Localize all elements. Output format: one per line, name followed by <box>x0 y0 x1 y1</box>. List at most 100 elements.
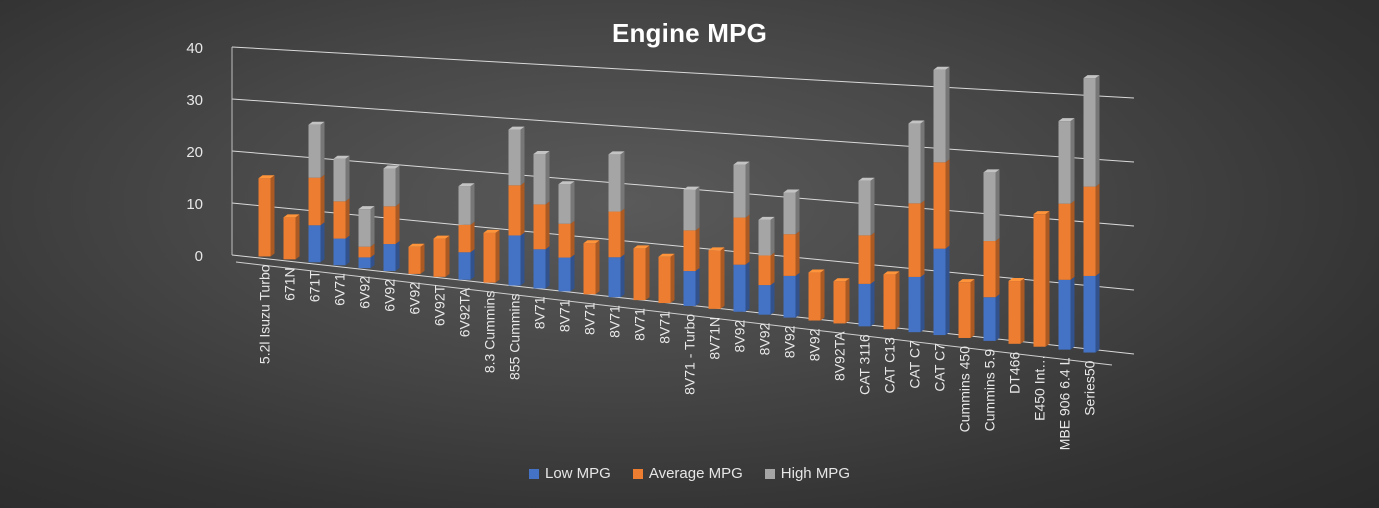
bar-side <box>795 272 800 318</box>
bar-side <box>370 243 375 258</box>
bar-segment <box>758 285 771 315</box>
bar-side <box>670 253 675 304</box>
bar-side <box>1070 200 1075 280</box>
bar-side <box>620 151 625 212</box>
bar-segment <box>408 246 421 274</box>
x-tick-label: 6V92 <box>407 282 423 315</box>
x-tick-label: Series50 <box>1082 360 1098 415</box>
x-tick-label: 8V92 <box>807 328 823 361</box>
legend-item: High MPG <box>764 465 850 482</box>
x-tick-label: 8V71 <box>582 302 598 335</box>
bar-segment <box>333 238 346 266</box>
x-tick-label: 6V92 <box>357 276 373 309</box>
bar-segment <box>683 189 696 231</box>
bar-top <box>1033 211 1050 215</box>
gridline <box>231 98 1135 163</box>
x-tick-label: 671N <box>282 267 298 300</box>
x-tick-label: Cummins 450 <box>957 346 973 433</box>
bar-top <box>1008 278 1025 282</box>
x-tick-label: 8V92 <box>732 320 748 353</box>
bar-side <box>845 278 850 324</box>
bar-side <box>995 238 1000 298</box>
x-tick-label: 8V71N <box>707 317 723 360</box>
bar-top <box>283 214 300 218</box>
bar-side <box>995 294 1000 341</box>
bar-side <box>920 273 925 333</box>
bar-side <box>520 182 525 236</box>
bar-side <box>1070 118 1075 204</box>
bar-segment <box>1008 281 1021 344</box>
bar-top <box>483 229 500 233</box>
bar-side <box>970 279 975 338</box>
x-tick-label: CAT C7 <box>907 340 923 389</box>
x-tick-label: 6V71 <box>332 273 348 306</box>
bar-side <box>1095 75 1100 187</box>
bar-segment <box>858 235 871 284</box>
bar-top <box>458 183 475 187</box>
x-tick-label: 8.3 Cummins <box>482 291 498 373</box>
bar-side <box>920 200 925 277</box>
bar-side <box>945 159 950 249</box>
bar-side <box>795 231 800 276</box>
bar-side <box>1095 272 1100 353</box>
bar-segment <box>1083 78 1096 187</box>
bar-segment <box>983 241 996 298</box>
bar-side <box>1070 276 1075 350</box>
x-tick-label: MBE 906 6.4 L <box>1057 357 1073 450</box>
bar-side <box>795 189 800 235</box>
legend-label: Low MPG <box>545 465 611 482</box>
bar-side <box>470 183 475 225</box>
bar-side <box>495 229 500 283</box>
y-tick-label: 40 <box>186 40 203 57</box>
bar-side <box>620 208 625 258</box>
bar-top <box>658 253 675 257</box>
bar-segment <box>358 246 371 258</box>
bar-top <box>433 235 450 239</box>
bar-segment <box>358 257 371 269</box>
bar-segment <box>933 69 946 163</box>
bar-top <box>608 151 625 155</box>
bar-side <box>420 243 425 274</box>
bar-side <box>445 235 450 277</box>
x-tick-label: E450 Int… <box>1032 355 1048 421</box>
bar-side <box>770 216 775 256</box>
bar-side <box>770 282 775 315</box>
bar-side <box>520 126 525 186</box>
bar-top <box>508 126 525 130</box>
bar-side <box>995 169 1000 242</box>
bar-segment <box>383 206 396 245</box>
bar-side <box>595 240 600 295</box>
gridline <box>231 46 1135 99</box>
bar-segment <box>383 244 396 272</box>
bar-segment <box>683 271 696 306</box>
x-tick-label: 8V92TA <box>832 331 848 381</box>
bar-side <box>520 232 525 286</box>
legend-swatch <box>764 468 775 479</box>
bar-top <box>783 189 800 193</box>
bar-side <box>320 174 325 226</box>
bar-side <box>1020 278 1025 344</box>
bar-side <box>295 214 300 260</box>
bar-segment <box>733 217 746 265</box>
bar-segment <box>558 257 571 292</box>
bar-side <box>570 254 575 292</box>
bar-segment <box>858 180 871 236</box>
bar-segment <box>283 217 296 260</box>
bar-segment <box>708 250 721 309</box>
bar-segment <box>858 283 871 327</box>
bar-top <box>383 165 400 169</box>
x-tick-label: 8V92 <box>782 325 798 358</box>
bar-segment <box>983 172 996 242</box>
x-tick-label: 8V71 <box>532 296 548 329</box>
y-tick-label: 0 <box>195 248 203 265</box>
bar-side <box>695 227 700 272</box>
bar-top <box>858 177 875 181</box>
bar-side <box>370 206 375 247</box>
bar-segment <box>683 230 696 272</box>
x-tick-label: 8V71 <box>607 305 623 338</box>
bar-segment <box>1083 275 1096 353</box>
bar-top <box>583 240 600 244</box>
bar-segment <box>458 224 471 253</box>
bar-segment <box>933 248 946 336</box>
